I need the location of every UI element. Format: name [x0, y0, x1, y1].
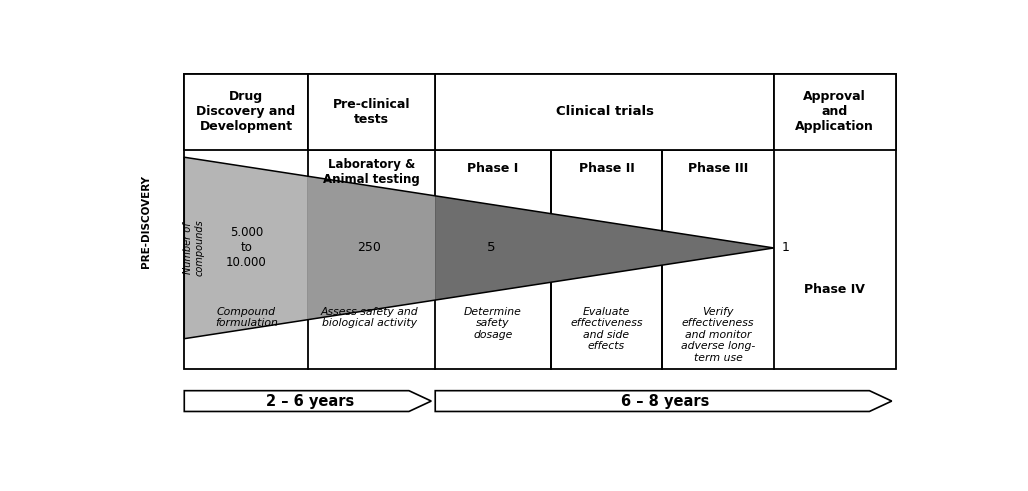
- Text: 5.000
to
10.000: 5.000 to 10.000: [226, 226, 267, 270]
- Text: Drug
Discovery and
Development: Drug Discovery and Development: [196, 90, 296, 134]
- Polygon shape: [307, 176, 435, 320]
- Text: Evaluate
effectiveness
and side
effects: Evaluate effectiveness and side effects: [571, 306, 642, 352]
- Text: Laboratory &
Animal testing: Laboratory & Animal testing: [323, 158, 419, 187]
- FancyArrow shape: [184, 391, 432, 411]
- Bar: [184, 74, 895, 369]
- Text: Phase I: Phase I: [468, 162, 518, 175]
- Text: Phase II: Phase II: [579, 162, 634, 175]
- Text: Determine
safety
dosage: Determine safety dosage: [464, 306, 522, 340]
- Text: Phase III: Phase III: [688, 162, 748, 175]
- Text: Pre-clinical
tests: Pre-clinical tests: [333, 98, 410, 126]
- Text: Phase IV: Phase IV: [804, 283, 865, 296]
- Polygon shape: [184, 157, 307, 339]
- Polygon shape: [435, 196, 774, 300]
- Text: Approval
and
Application: Approval and Application: [796, 90, 874, 134]
- Text: 6 – 8 years: 6 – 8 years: [621, 394, 709, 409]
- Bar: [307, 74, 435, 150]
- Bar: [184, 74, 307, 150]
- Text: Compound
formulation: Compound formulation: [215, 306, 278, 328]
- Text: Verify
effectiveness
and monitor
adverse long-
term use: Verify effectiveness and monitor adverse…: [681, 306, 756, 363]
- Text: 1: 1: [782, 242, 790, 254]
- Text: Clinical trials: Clinical trials: [555, 106, 654, 118]
- Bar: [435, 74, 774, 150]
- FancyArrow shape: [435, 391, 891, 411]
- Text: 2 – 6 years: 2 – 6 years: [265, 394, 354, 409]
- Text: PRE-DISCOVERY: PRE-DISCOVERY: [141, 175, 151, 268]
- Text: 5: 5: [486, 242, 495, 254]
- Text: Number of
compounds: Number of compounds: [183, 219, 205, 276]
- Bar: [774, 74, 895, 150]
- Text: Assess safety and
biological activity: Assess safety and biological activity: [321, 306, 418, 328]
- Text: 250: 250: [357, 242, 381, 254]
